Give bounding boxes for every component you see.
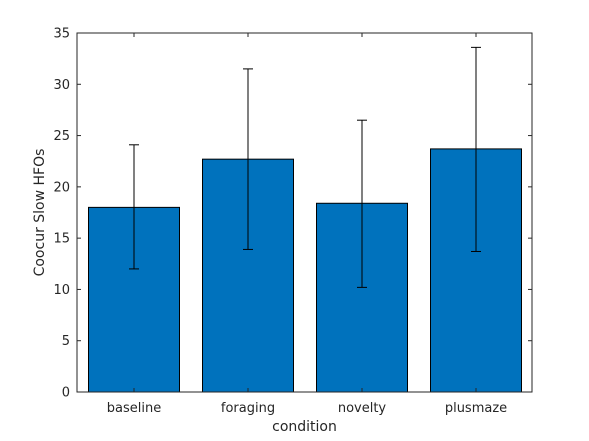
x-axis-label: condition [272,419,337,435]
x-tick-label: baseline [107,401,161,416]
error-bar-novelty [357,119,367,288]
y-axis-ticks: 0 5 10 15 20 25 30 35 [53,27,532,401]
y-tick-label: 15 [53,232,70,247]
y-axis-label: Coocur Slow HFOs [32,149,48,277]
x-tick-label: plusmaze [445,401,507,416]
y-tick-label: 30 [53,78,70,93]
plot-frame [76,32,533,393]
error-bar-plusmaze [471,46,481,252]
y-tick-label: 0 [62,386,70,401]
y-tick-label: 25 [53,129,70,144]
y-tick-label: 20 [53,180,70,195]
y-tick-label: 5 [62,334,70,349]
error-bar-foraging [243,68,253,250]
y-tick-label: 10 [53,283,70,298]
x-axis-ticks: baseline foraging novelty plusmaze [107,33,507,416]
x-tick-label: novelty [338,401,387,416]
error-bars-group [129,46,481,288]
y-tick-label: 35 [53,27,70,42]
x-tick-label: foraging [221,401,275,416]
error-bar-baseline [129,144,139,270]
